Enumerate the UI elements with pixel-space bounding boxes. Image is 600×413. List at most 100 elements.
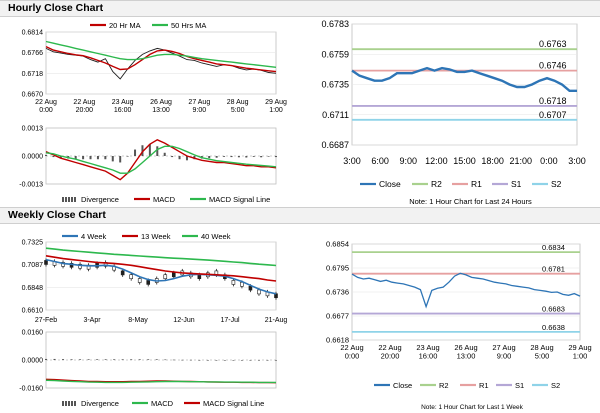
weekly_levels-y-tick: 0.6854 (326, 240, 349, 249)
weekly_price-candle-body (44, 260, 48, 265)
hourly_macd-divergence-bar (223, 156, 226, 157)
hourly_levels-legend-label: Close (379, 179, 401, 189)
hourly_levels-level-label-r2: 0.6763 (539, 39, 567, 49)
weekly_levels-legend-label: R1 (479, 381, 489, 390)
hourly_macd-divergence-bar (96, 156, 99, 160)
weekly_macd-divergence-bar (275, 360, 277, 361)
hourly_macd-legend-swatch (65, 197, 67, 202)
hourly_price-x-tick: 28 Aug 5:00 (227, 99, 249, 114)
hourly_macd-divergence-bar (252, 156, 255, 157)
hourly_macd-divergence-bar (148, 144, 151, 156)
weekly_levels-y-tick: 0.6795 (326, 264, 349, 273)
weekly_levels-x-tick: 27 Aug 9:00 (492, 343, 515, 361)
weekly_price-x-tick: 17-Jul (220, 317, 240, 324)
weekly_price-candle-body (69, 263, 74, 268)
weekly_macd-divergence-bar (206, 360, 209, 361)
hourly_levels-x-tick: 3:00 (343, 156, 361, 166)
weekly_price-candle-body (240, 282, 244, 287)
hourly_macd-divergence-bar (141, 145, 144, 156)
weekly_levels-level-label-s2: 0.6638 (542, 323, 565, 332)
weekly_macd-series-signal (45, 379, 276, 384)
hourly_macd-legend-label: Divergence (81, 195, 119, 204)
hourly_levels-legend-label: R2 (431, 179, 442, 189)
hourly_macd-divergence-bar (260, 156, 263, 158)
hourly_levels-note: Note: 1 Hour Chart for Last 24 Hours (409, 197, 532, 206)
weekly_levels-x-tick: 22 Aug 20:00 (378, 343, 401, 361)
weekly_macd-divergence-bar (104, 359, 107, 360)
weekly_macd-legend-label: MACD Signal Line (203, 399, 264, 408)
weekly_macd-divergence-bar (45, 358, 47, 360)
hourly_levels-x-tick: 21:00 (509, 156, 532, 166)
weekly_macd-legend-swatch (71, 401, 73, 406)
weekly_macd-divergence-bar (62, 359, 65, 360)
hourly_macd-divergence-bar (52, 156, 55, 158)
hourly_levels-x-tick: 12:00 (425, 156, 448, 166)
hourly_levels-y-tick: 0.6711 (322, 110, 349, 120)
weekly_macd-divergence-bar (240, 360, 243, 361)
weekly_price-candle-body (137, 278, 142, 283)
hourly-macd-chart: 0.0013 0.0000 -0.0013 Divergence MACD MACD Si… (19, 125, 277, 204)
weekly_price-y-tick: 0.7325 (22, 239, 44, 246)
weekly_price-series-4-week (45, 258, 277, 295)
hourly_levels-x-tick: 3:00 (568, 156, 586, 166)
hourly_macd-divergence-bar (126, 156, 129, 157)
weekly_levels-y-tick: 0.6677 (326, 312, 349, 321)
weekly_price-candle-body (231, 280, 236, 285)
weekly_macd-divergence-bar (96, 359, 99, 360)
weekly_macd-divergence-bar (181, 359, 184, 361)
hourly_macd-divergence-bar (267, 156, 270, 157)
hourly_price-series-50-hrs-ma (45, 40, 277, 68)
hourly_price-x-tick: 23 Aug 16:00 (112, 99, 134, 114)
weekly_macd-divergence-bar (53, 358, 56, 360)
weekly_levels-x-tick: 28 Aug 5:00 (530, 343, 553, 361)
weekly_price-legend-label: 13 Week (141, 232, 171, 241)
weekly_levels-series-close (351, 272, 581, 309)
hourly_price-legend-label: 50 Hrs MA (171, 21, 206, 30)
hourly_macd-divergence-bar (104, 156, 107, 160)
hourly_macd-divergence-bar (163, 152, 166, 156)
hourly_levels-legend-label: S1 (511, 179, 522, 189)
hourly_price-x-tick: 22 Aug 20:00 (73, 99, 95, 114)
weekly_macd-divergence-bar (70, 359, 73, 360)
hourly_macd-divergence-bar (156, 146, 159, 156)
hourly_price-y-tick: 0.6814 (22, 29, 44, 36)
hourly_macd-divergence-bar (230, 156, 233, 158)
weekly_price-series-13-week (45, 255, 277, 282)
hourly_macd-divergence-bar (74, 156, 77, 160)
hourly_levels-legend-label: R1 (471, 179, 482, 189)
weekly_macd-y-tick: 0.0000 (22, 357, 44, 364)
weekly_macd-legend-swatch (74, 401, 76, 406)
weekly_macd-legend-label: Divergence (81, 399, 119, 408)
hourly_price-x-tick: 29 Aug 1:00 (265, 99, 287, 114)
hourly_macd-divergence-bar (45, 154, 47, 156)
weekly_price-candle-body (197, 274, 202, 280)
weekly_price-candle-body (129, 274, 133, 280)
weekly_levels-x-tick: 22 Aug 0:00 (340, 343, 363, 361)
weekly_levels-legend-label: Close (393, 381, 412, 390)
weekly_levels-legend-label: S2 (551, 381, 560, 390)
weekly_macd-legend-swatch (65, 401, 67, 406)
weekly_macd-legend-swatch (68, 401, 70, 406)
hourly_macd-divergence-bar (134, 149, 137, 156)
weekly_price-y-tick: 0.7087 (22, 262, 44, 269)
hourly_levels-y-tick: 0.6759 (321, 49, 349, 59)
hourly_macd-divergence-bar (245, 156, 248, 158)
hourly_levels-x-tick: 6:00 (371, 156, 389, 166)
hourly_macd-divergence-bar (119, 156, 122, 163)
hourly_price-legend-label: 20 Hr MA (109, 21, 141, 30)
hourly_levels-y-tick: 0.6735 (321, 80, 349, 90)
hourly_macd-legend-swatch (74, 197, 76, 202)
weekly_levels-y-tick: 0.6736 (326, 288, 349, 297)
hourly_levels-level-label-s1: 0.6718 (539, 96, 567, 106)
weekly_price-x-tick: 8-May (128, 317, 148, 324)
hourly_macd-y-tick: -0.0013 (19, 181, 43, 188)
weekly_price-legend-label: 4 Week (81, 232, 107, 241)
weekly_macd-divergence-bar (266, 360, 269, 361)
hourly_macd-legend-swatch (68, 197, 70, 202)
weekly_macd-legend-swatch (62, 401, 64, 406)
weekly_macd-divergence-bar (215, 360, 218, 361)
hourly_levels-x-tick: 15:00 (453, 156, 476, 166)
weekly_price-candle-body (120, 270, 125, 276)
hourly_levels-level-label-s2: 0.6707 (539, 110, 567, 120)
weekly_levels-note: Note: 1 Hour Chart for Last 1 Week (421, 404, 524, 411)
